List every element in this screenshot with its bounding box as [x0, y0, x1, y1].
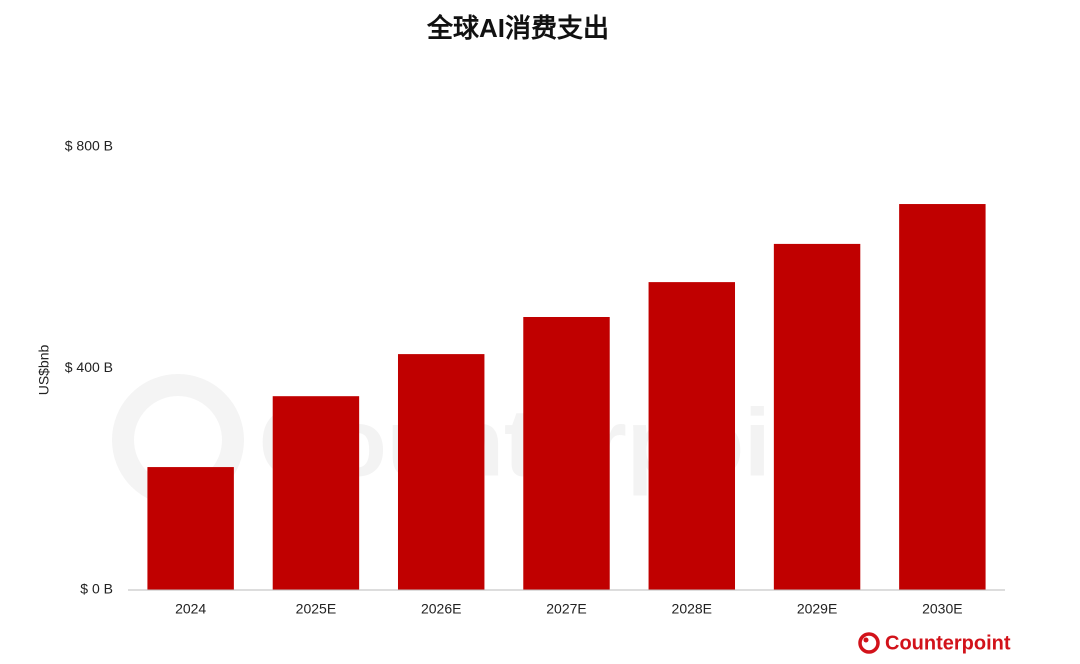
brand-logo: Counterpoint [858, 632, 1011, 654]
x-tick-label: 2029E [797, 601, 837, 617]
x-tick-label: 2030E [922, 601, 962, 617]
y-tick-label: $ 0 B [80, 581, 113, 597]
bar [899, 204, 986, 590]
bar [397, 354, 485, 590]
bar [523, 317, 610, 590]
chart-title: 全球AI消费支出 [426, 13, 609, 43]
y-axis-title: US$bnb [36, 344, 52, 395]
brand-icon-dot [863, 637, 869, 643]
x-tick-label: 2024 [175, 601, 206, 617]
bar [147, 467, 234, 590]
y-tick-label: $ 400 B [65, 359, 113, 375]
y-tick-label: $ 800 B [65, 138, 113, 154]
brand-name: Counterpoint [885, 632, 1011, 654]
bar [272, 396, 360, 590]
x-tick-label: 2027E [546, 601, 586, 617]
bar [648, 282, 736, 590]
bar [773, 243, 861, 590]
x-tick-label: 2025E [296, 601, 336, 617]
x-tick-label: 2028E [672, 601, 712, 617]
brand-icon [858, 632, 880, 654]
x-tick-label: 2026E [421, 601, 461, 617]
